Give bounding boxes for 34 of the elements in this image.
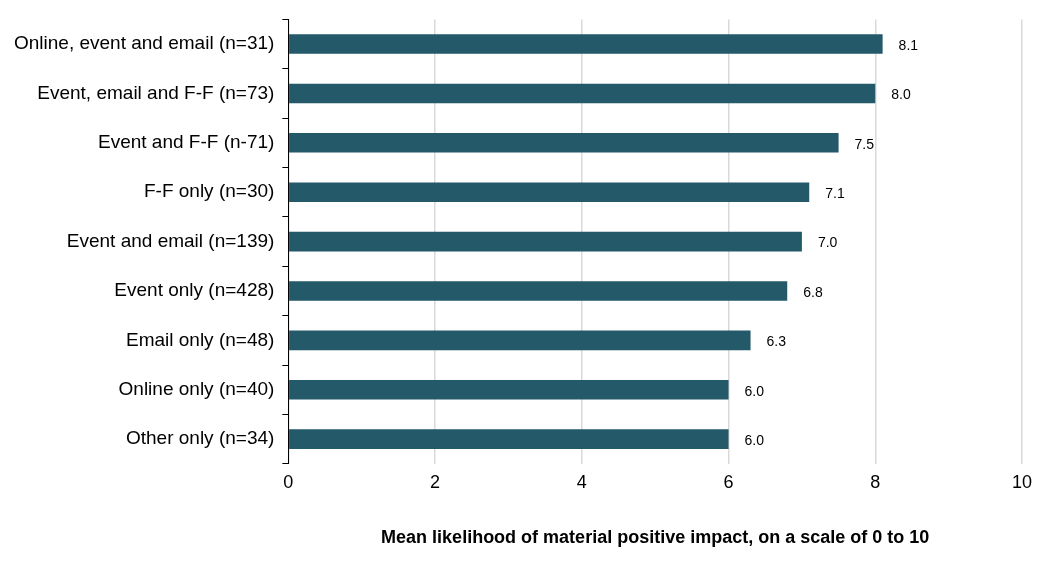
data-label: 6.3 <box>766 333 787 350</box>
data-label: 8.1 <box>898 36 919 53</box>
y-tick-label: Event and F-F (n-71) <box>98 131 275 153</box>
x-tick-label: 8 <box>870 471 881 492</box>
y-tick-label: Event and email (n=139) <box>66 229 275 251</box>
y-tick-label: Event only (n=428) <box>114 279 275 301</box>
x-tick-label: 6 <box>723 471 734 492</box>
data-label: 8.0 <box>891 86 911 103</box>
data-label: 6.8 <box>803 283 823 300</box>
y-tick-label: Other only (n=34) <box>125 427 275 449</box>
data-label: 6.0 <box>744 382 765 399</box>
bar <box>289 231 802 252</box>
bar <box>289 330 751 351</box>
x-tick-label: 4 <box>576 471 587 492</box>
y-tick-label: Event, email and F-F (n=73) <box>37 81 275 103</box>
x-axis-title: Mean likelihood of material positive impact, on a scale of 0 to 10 <box>381 527 930 548</box>
y-tick-label: Online only (n=40) <box>118 377 275 399</box>
data-label: 7.0 <box>817 234 838 251</box>
data-label: 6.0 <box>744 431 765 448</box>
bar <box>289 182 810 202</box>
x-tick-label: 0 <box>283 471 294 492</box>
y-tick-label: F-F only (n=30) <box>143 180 275 202</box>
data-label: 7.5 <box>854 135 875 152</box>
bar <box>289 133 839 153</box>
y-tick-label: Online, event and email (n=31) <box>13 32 275 54</box>
bar <box>289 34 883 54</box>
bar <box>289 83 876 104</box>
x-tick-label: 10 <box>1011 471 1033 492</box>
bar <box>289 379 729 400</box>
bar <box>289 429 729 449</box>
bar <box>289 281 788 301</box>
x-tick-label: 2 <box>430 471 441 492</box>
y-tick-label: Email only (n=48) <box>125 328 275 350</box>
data-label: 7.1 <box>825 185 845 202</box>
